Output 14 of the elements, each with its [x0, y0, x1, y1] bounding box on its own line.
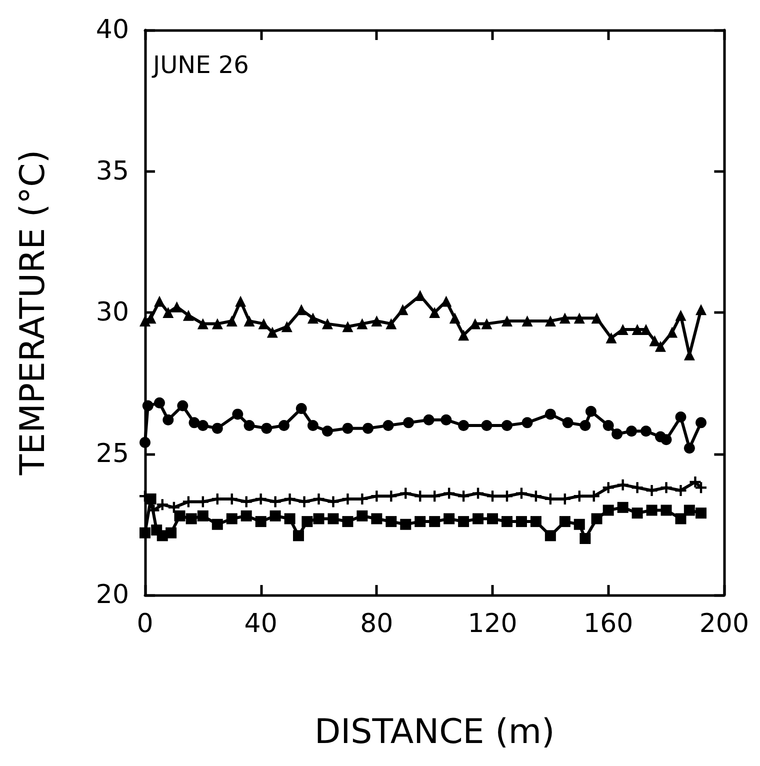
x-tick-label: 0	[136, 609, 154, 639]
x-tick-label: 160	[584, 609, 634, 639]
x-tick-label: 120	[468, 609, 518, 639]
y-tick-label: 20	[96, 580, 129, 610]
x-tick-label: 40	[244, 609, 278, 639]
y-axis-title: TEMPERATURE (°C)	[13, 150, 53, 476]
x-tick-label: 200	[699, 609, 750, 639]
y-tick-label: 40	[96, 15, 129, 45]
y-tick-label: 25	[96, 438, 129, 469]
y-tick-label: 30	[96, 298, 129, 328]
annotation: JUNE 26	[151, 51, 249, 79]
x-tick-label: 80	[360, 609, 394, 639]
y-tick-label: 35	[96, 156, 129, 186]
x-axis-title: DISTANCE (m)	[314, 712, 555, 752]
